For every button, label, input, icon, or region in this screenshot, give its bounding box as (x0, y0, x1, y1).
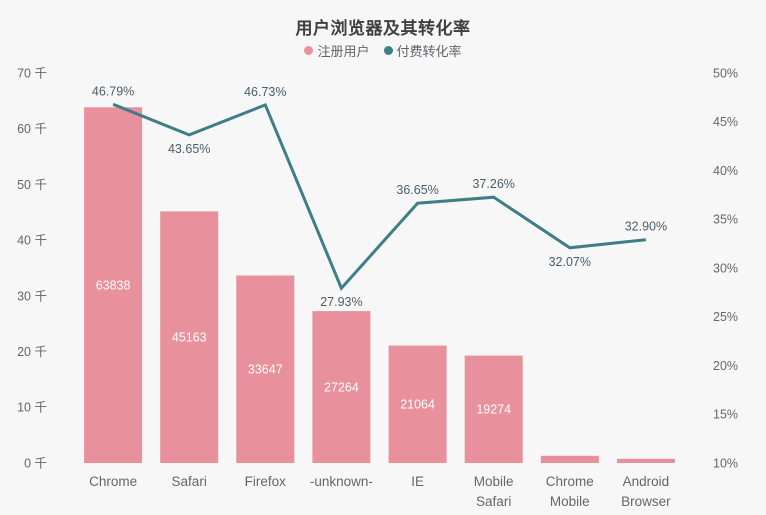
right-axis-tick-label: 50% (713, 66, 738, 80)
bar-Safari[interactable] (160, 211, 219, 463)
legend-dot-line-series-icon (383, 46, 393, 55)
right-axis-tick-label: 10% (713, 456, 738, 470)
left-axis-tick-label: 10 千 (17, 401, 47, 415)
legend-label: 注册用户 (317, 44, 370, 59)
line-value-label: 37.26% (472, 177, 514, 191)
line-value-label: 27.93% (320, 295, 362, 309)
legend-item-conversion-rate[interactable]: 付费转化率 (383, 41, 462, 60)
x-axis-category-label: Firefox (245, 474, 287, 489)
bar-value-label: 19274 (476, 403, 511, 417)
x-axis-category-label: Mobile (474, 474, 514, 489)
x-axis-category-label: Safari (476, 494, 511, 509)
bar-value-label: 63838 (96, 279, 131, 293)
x-axis-category-label: Chrome (546, 474, 594, 489)
right-axis-tick-label: 15% (713, 408, 738, 422)
x-axis-category-label: Chrome (89, 474, 137, 489)
legend: 注册用户 付费转化率 (0, 41, 766, 60)
left-axis-tick-label: 70 千 (17, 66, 47, 80)
legend-item-registered-users[interactable]: 注册用户 (304, 41, 370, 60)
bar-Firefox[interactable] (236, 275, 295, 464)
chart-title: 用户浏览器及其转化率 (295, 19, 471, 38)
legend-dot-bar-series-icon (304, 46, 314, 55)
right-axis-tick-label: 25% (713, 310, 738, 324)
x-axis-category-label: Safari (172, 474, 207, 489)
bar-Android Browser[interactable] (616, 458, 675, 463)
bar-value-label: 45163 (172, 331, 207, 345)
line-value-label: 32.07% (549, 255, 591, 269)
right-axis-tick-label: 45% (713, 115, 738, 129)
bar-Mobile Safari[interactable] (464, 355, 523, 463)
x-axis-category-label: Mobile (550, 494, 590, 509)
left-axis-tick-label: 60 千 (17, 122, 47, 136)
bar--unknown-[interactable] (312, 311, 371, 463)
bar-value-label: 21064 (400, 398, 435, 412)
bar-value-label: 27264 (324, 380, 359, 394)
right-axis-tick-label: 35% (713, 213, 738, 227)
bar-Chrome[interactable] (84, 107, 143, 464)
x-axis-category-label: Browser (621, 494, 671, 509)
bar-IE[interactable] (388, 345, 447, 463)
bar-value-label: 33647 (248, 363, 283, 377)
line-value-label: 46.73% (244, 85, 286, 99)
conversion-rate-line (112, 102, 647, 291)
x-axis-category-label: IE (411, 474, 424, 489)
x-axis-category-label: -unknown- (310, 474, 373, 489)
line-value-label: 46.79% (92, 84, 134, 98)
left-axis-tick-label: 40 千 (17, 233, 47, 247)
left-axis-tick-label: 30 千 (17, 289, 47, 303)
right-axis-tick-label: 20% (713, 359, 738, 373)
line-value-label: 36.65% (396, 183, 438, 197)
line-value-label: 32.90% (625, 220, 667, 234)
right-axis-tick-label: 30% (713, 261, 738, 275)
bar-Chrome Mobile[interactable] (540, 455, 599, 463)
left-axis-tick-label: 50 千 (17, 178, 47, 192)
left-axis-tick-label: 20 千 (17, 345, 47, 359)
right-axis-tick-label: 40% (713, 164, 738, 178)
x-axis-category-label: Android (623, 474, 670, 489)
line-value-label: 43.65% (168, 142, 210, 156)
legend-label: 付费转化率 (396, 44, 462, 59)
left-axis-tick-label: 0 千 (24, 456, 47, 470)
